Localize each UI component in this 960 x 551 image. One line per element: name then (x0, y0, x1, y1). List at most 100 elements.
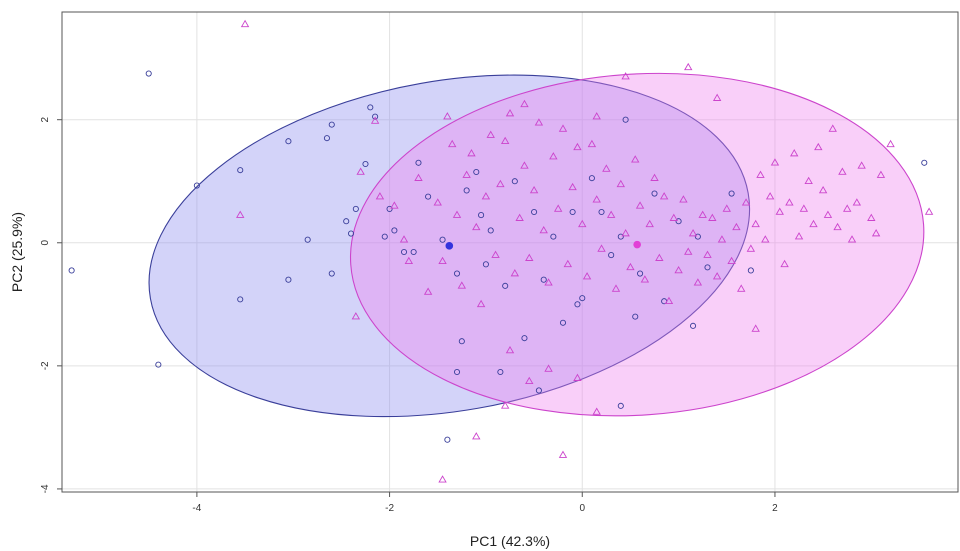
point-group-1 (400, 248, 408, 256)
point-group-2 (756, 170, 765, 178)
point-group-2 (640, 275, 650, 283)
point-group-2 (635, 201, 645, 209)
point-group-2 (684, 247, 693, 255)
point-group-2 (467, 149, 476, 157)
point-group-1 (362, 160, 369, 168)
point-group-1 (502, 282, 509, 289)
point-group-1 (328, 121, 335, 128)
point-group-1 (588, 175, 595, 182)
point-group-1 (497, 368, 504, 376)
point-group-2 (510, 269, 520, 277)
point-group-2 (833, 222, 842, 231)
point-group-2 (414, 173, 423, 181)
point-group-2 (375, 192, 385, 200)
point-group-1 (559, 319, 567, 326)
point-group-1 (608, 252, 615, 259)
group-centroids (445, 240, 641, 250)
point-group-2 (770, 158, 780, 166)
point-group-2 (539, 225, 548, 234)
x-axis-title: PC1 (42.3%) (470, 533, 550, 549)
y-axis-title: PC2 (25.9%) (9, 212, 25, 292)
point-group-2 (712, 93, 722, 101)
point-group-1 (622, 116, 629, 123)
point-group-2 (717, 235, 727, 243)
point-group-2 (751, 219, 760, 228)
point-group-2 (356, 167, 365, 175)
point-group-2 (500, 401, 510, 409)
point-group-1 (728, 190, 735, 197)
point-group-1 (425, 193, 432, 200)
point-group-2 (698, 210, 707, 218)
point-group-1 (550, 233, 557, 240)
point-group-1 (372, 113, 379, 120)
point-group-2 (390, 201, 399, 209)
point-group-1 (921, 159, 928, 166)
point-group-2 (568, 182, 577, 191)
axes: -4 -2 0 2 -4 -2 0 2 (40, 116, 778, 514)
point-group-2 (578, 219, 587, 228)
point-group-2 (438, 256, 447, 265)
point-group-2 (924, 207, 934, 215)
point-group-2 (828, 124, 837, 132)
point-group-2 (785, 198, 794, 206)
point-group-2 (592, 407, 601, 415)
point-group-2 (558, 450, 568, 458)
point-group-2 (549, 152, 558, 160)
point-group-2 (655, 253, 664, 261)
point-group-2 (370, 116, 380, 124)
point-group-2 (867, 213, 876, 221)
point-group-1 (482, 261, 489, 268)
point-group-1 (367, 104, 374, 111)
point-group-2 (462, 170, 471, 178)
point-group-2 (823, 210, 833, 218)
point-group-1 (458, 338, 465, 345)
point-group-2 (814, 142, 823, 151)
point-group-2 (496, 179, 505, 188)
point-group-1 (237, 167, 244, 174)
point-group-2 (481, 192, 491, 200)
point-group-1 (410, 248, 417, 256)
point-group-1 (531, 208, 538, 216)
point-group-2 (871, 229, 881, 237)
point-group-2 (582, 272, 592, 280)
point-group-2 (433, 198, 442, 206)
point-group-1 (473, 168, 480, 176)
point-group-1 (285, 276, 292, 283)
point-group-1 (478, 212, 485, 219)
point-group-2 (491, 250, 500, 258)
point-group-2 (505, 345, 515, 354)
point-group-2 (674, 265, 683, 274)
point-group-1 (237, 296, 244, 303)
point-group-2 (727, 256, 736, 265)
point-group-1 (569, 208, 576, 216)
point-group-2 (645, 219, 654, 228)
point-group-1 (511, 178, 518, 185)
point-group-2 (737, 284, 746, 292)
point-group-2 (775, 207, 784, 215)
point-group-1 (68, 267, 75, 274)
point-group-2 (602, 164, 611, 172)
point-group-1 (444, 436, 451, 443)
point-group-1 (690, 322, 697, 329)
point-group-1 (704, 264, 711, 271)
point-group-1 (347, 230, 355, 237)
point-group-2 (751, 324, 760, 332)
point-group-1 (598, 208, 605, 216)
point-group-1 (453, 368, 461, 376)
point-group-2 (761, 235, 770, 243)
point-group-1 (487, 227, 494, 234)
point-group-1 (694, 233, 701, 240)
point-group-2 (592, 112, 601, 120)
point-group-2 (794, 232, 804, 240)
point-group-1 (352, 205, 359, 212)
point-group-2 (592, 195, 601, 203)
point-group-1 (343, 218, 350, 225)
point-group-1 (285, 138, 292, 145)
point-group-2 (843, 204, 852, 212)
point-group-1 (574, 301, 581, 308)
point-group-2 (558, 124, 568, 132)
y-tick-label: -4 (40, 484, 51, 493)
point-group-2 (732, 222, 741, 231)
point-group-2 (447, 139, 457, 148)
